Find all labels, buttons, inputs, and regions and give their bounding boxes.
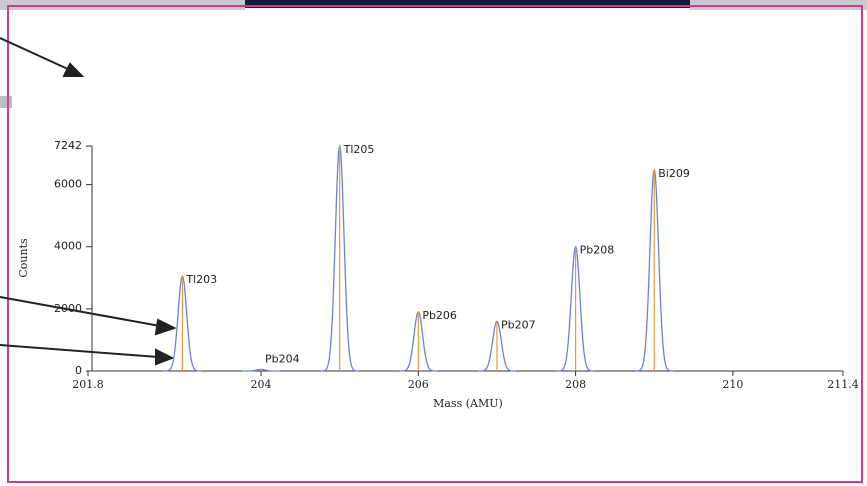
arrowhead [154,318,177,336]
y-tick-label: 7242 [54,139,82,152]
y-axis-label: Counts [17,238,30,278]
y-tick-label: 2000 [54,302,82,315]
peak-label: Pb208 [580,244,615,257]
peak-label: Tl203 [185,273,217,286]
frame [7,5,863,483]
arrow [0,344,159,358]
peak-label: Pb207 [501,318,536,331]
arrow [0,296,161,327]
peak-label: Tl205 [343,143,375,156]
x-tick-label: 204 [251,378,272,391]
y-tick-label: 0 [75,364,82,377]
y-tick-label: 6000 [54,178,82,191]
x-axis-label: Mass (AMU) [433,397,503,410]
x-tick-label: 211.4 [827,378,859,391]
peak-label: Pb206 [422,309,457,322]
peak-label: Pb204 [265,352,300,365]
x-tick-label: 210 [722,378,743,391]
side-strip [0,96,12,108]
x-tick-label: 201.8 [72,378,104,391]
x-tick-label: 206 [408,378,429,391]
arrowhead [155,348,175,366]
peak-label: Bi209 [658,167,690,180]
arrowhead [62,62,85,77]
top-banner [245,0,690,8]
peak [163,275,202,372]
peak [556,245,595,372]
y-tick-label: 4000 [54,240,82,253]
x-tick-label: 208 [565,378,586,391]
arrow [0,37,71,71]
arrows [0,37,177,366]
